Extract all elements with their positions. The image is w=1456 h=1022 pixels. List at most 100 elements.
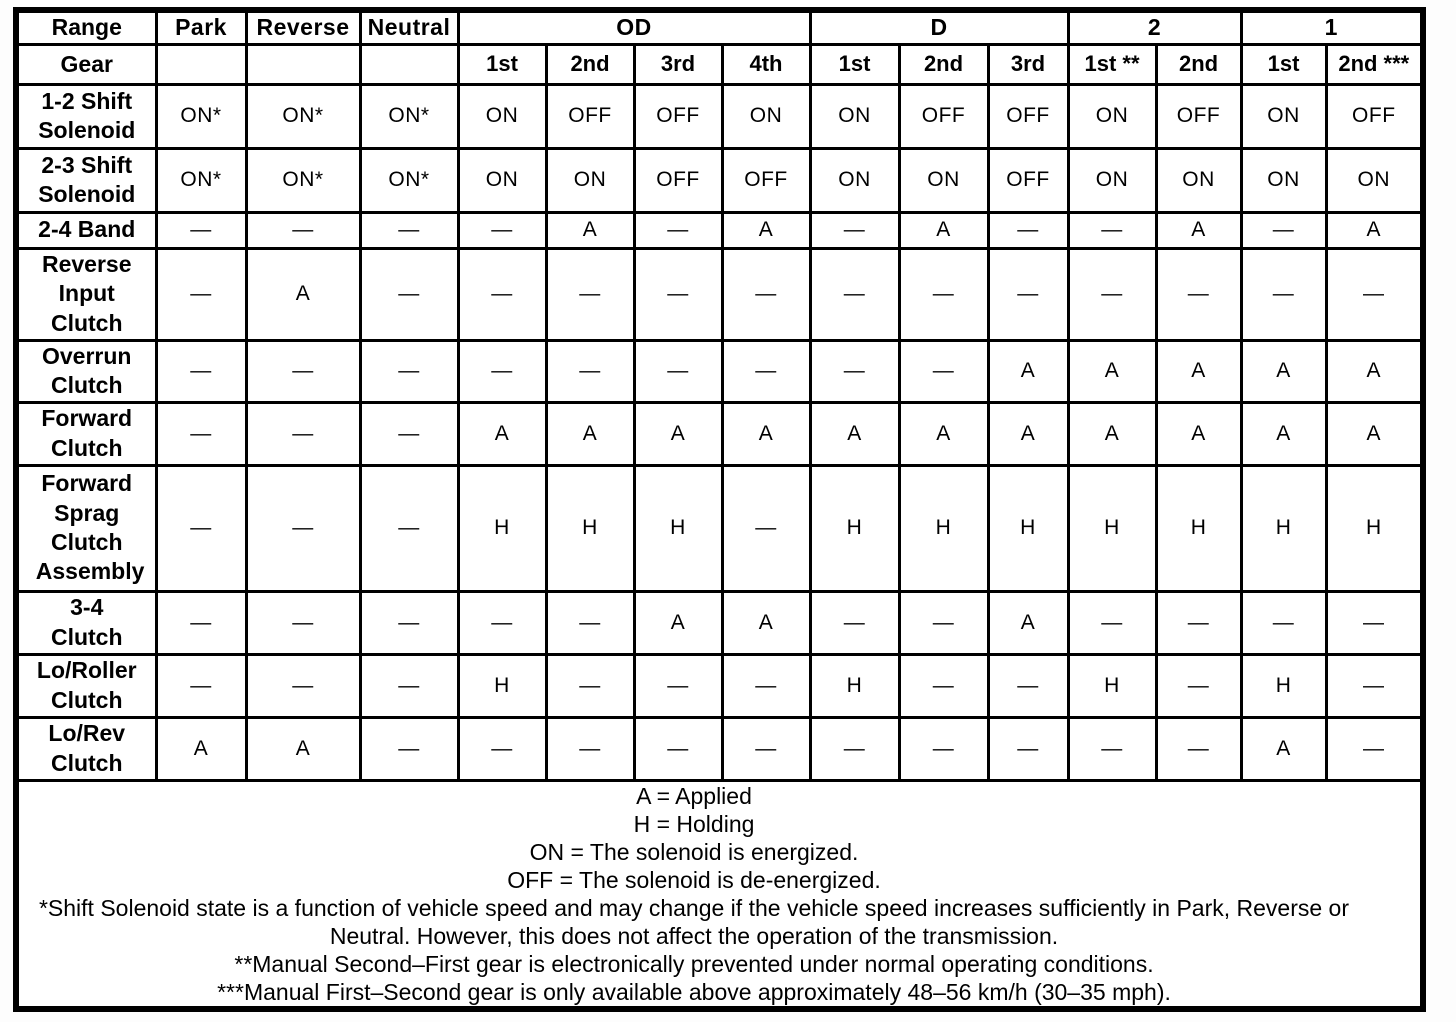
value-cell: — [720, 652, 812, 719]
table-row-2-3-shift-solenoid: 2-3 Shift Solenoid ON* ON* ON* ON ON OFF OFF ON O… [14, 146, 1425, 214]
value-cell: OFF [720, 146, 812, 214]
value-cell: A [1324, 400, 1425, 467]
value-cell: — [1324, 589, 1425, 656]
value-cell: ON [1239, 82, 1328, 150]
value-cell: — [1154, 715, 1243, 782]
value-cell: ON [720, 82, 812, 150]
value-cell: OFF [632, 146, 724, 214]
value-cell: — [358, 400, 460, 467]
value-cell: — [544, 338, 636, 404]
gear-header-1-2nd: 2nd *** [1324, 42, 1425, 86]
footnote-line: ***Manual First–Second gear is only avai… [217, 978, 1171, 1005]
value-cell: A [720, 400, 812, 467]
value-cell: — [1324, 715, 1425, 782]
gear-header-d-3rd: 3rd [986, 42, 1070, 86]
value-cell: H [1324, 463, 1425, 593]
value-cell: — [358, 338, 460, 404]
value-cell: — [154, 463, 248, 593]
value-cell: H [632, 463, 724, 593]
value-cell: — [456, 715, 548, 782]
value-cell: — [1066, 715, 1158, 782]
row-label-2-4-band: 2-4 Band [14, 210, 158, 250]
value-cell: OFF [986, 82, 1070, 150]
value-cell: OFF [544, 82, 636, 150]
value-cell: — [456, 338, 548, 404]
value-cell: — [358, 463, 460, 593]
value-cell: ON [544, 146, 636, 214]
row-label-text: 2-4 Band [38, 216, 136, 243]
value-cell: A [986, 400, 1070, 467]
range-column-park: Park [154, 8, 248, 46]
gear-empty-cell-park [154, 42, 248, 86]
gear-header-1-1st: 1st [1239, 42, 1328, 86]
value-cell: — [358, 246, 460, 342]
value-cell: — [154, 210, 248, 250]
gear-header-d-2nd: 2nd [897, 42, 990, 86]
row-label-lo-roller-clutch: Lo/Roller Clutch [14, 652, 158, 719]
gear-header-d-1st: 1st [808, 42, 901, 86]
value-cell: ON [1324, 146, 1425, 214]
value-cell: — [632, 210, 724, 250]
value-cell: ON* [358, 82, 460, 150]
value-cell: — [456, 246, 548, 342]
value-cell: — [244, 338, 362, 404]
row-label-1-2-shift-solenoid: 1-2 Shift Solenoid [14, 82, 158, 150]
table-row-forward-sprag-clutch-assembly: Forward Sprag Clutch Assembly — — — H H H — H H H H… [14, 463, 1425, 593]
value-cell: — [1066, 246, 1158, 342]
footnotes-cell: A = Applied H = Holding ON = The solenoid … [14, 778, 1425, 1010]
table-body: 1-2 Shift Solenoid ON* ON* ON* ON OFF OFF ON ON O… [14, 82, 1425, 1010]
row-label-text: 3-4 Clutch [50, 594, 123, 650]
table-row-2-4-band: 2-4 Band — — — — A — A — A — — A — A [14, 210, 1425, 250]
row-label-text: 2-3 Shift Solenoid [38, 151, 136, 207]
value-cell: A [1154, 210, 1243, 250]
table-row-3-4-clutch: 3-4 Clutch — — — — — A A — — A — — — — [14, 589, 1425, 656]
value-cell: — [632, 338, 724, 404]
value-cell: — [632, 246, 724, 342]
value-cell: A [1324, 338, 1425, 404]
value-cell: H [456, 463, 548, 593]
value-cell: A [544, 210, 636, 250]
value-cell: — [1066, 589, 1158, 656]
value-cell: H [1066, 463, 1158, 593]
row-label-text: Reverse Input Clutch [41, 250, 132, 336]
footnote-line: **Manual Second–First gear is electronic… [234, 950, 1154, 977]
gear-header-od-1st: 1st [456, 42, 548, 86]
value-cell: — [244, 589, 362, 656]
row-label-text: Lo/Rev Clutch [48, 720, 126, 776]
value-cell: ON* [244, 82, 362, 150]
value-cell: A [244, 715, 362, 782]
value-cell: A [1239, 715, 1328, 782]
value-cell: H [897, 463, 990, 593]
value-cell: H [1239, 463, 1328, 593]
gear-header-2-1st: 1st ** [1066, 42, 1158, 86]
value-cell: H [1066, 652, 1158, 719]
value-cell: ON* [154, 82, 248, 150]
footnote-line: A = Applied [636, 782, 752, 809]
value-cell: A [808, 400, 901, 467]
value-cell: — [986, 246, 1070, 342]
value-cell: — [1154, 652, 1243, 719]
value-cell: — [1324, 246, 1425, 342]
value-cell: ON [808, 82, 901, 150]
value-cell: — [808, 210, 901, 250]
value-cell: A [632, 589, 724, 656]
table-row-1-2-shift-solenoid: 1-2 Shift Solenoid ON* ON* ON* ON OFF OFF ON ON O… [14, 82, 1425, 150]
value-cell: — [1239, 246, 1328, 342]
value-cell: — [544, 589, 636, 656]
value-cell: A [544, 400, 636, 467]
value-cell: A [897, 400, 990, 467]
value-cell: — [456, 210, 548, 250]
footnotes-block: A = Applied H = Holding ON = The solenoid … [19, 782, 1369, 1006]
value-cell: A [897, 210, 990, 250]
row-label-text: Lo/Roller Clutch [36, 657, 137, 713]
value-cell: ON [808, 146, 901, 214]
row-label-overrun-clutch: Overrun Clutch [14, 338, 158, 404]
value-cell: — [154, 400, 248, 467]
value-cell: OFF [897, 82, 990, 150]
value-cell: — [986, 210, 1070, 250]
value-cell: ON* [244, 146, 362, 214]
gear-corner-label: Gear [14, 42, 158, 86]
gear-empty-cell-reverse [244, 42, 362, 86]
row-label-text: 1-2 Shift Solenoid [38, 87, 136, 143]
